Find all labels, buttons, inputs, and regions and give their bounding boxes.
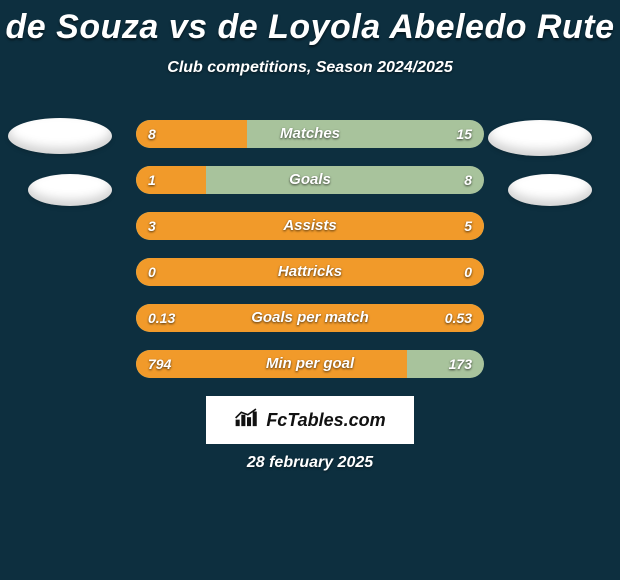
stat-label: Assists (136, 212, 484, 240)
stat-label: Goals per match (136, 304, 484, 332)
stats-panel: 8Matches151Goals83Assists50Hattricks00.1… (136, 120, 484, 396)
stat-value-right: 173 (449, 350, 472, 378)
avatar-placeholder (508, 174, 592, 206)
stat-row: 8Matches15 (136, 120, 484, 148)
stat-value-right: 8 (464, 166, 472, 194)
stat-label: Goals (136, 166, 484, 194)
stat-label: Min per goal (136, 350, 484, 378)
stat-value-right: 0.53 (445, 304, 472, 332)
stat-row: 1Goals8 (136, 166, 484, 194)
stat-value-right: 0 (464, 258, 472, 286)
chart-icon (234, 408, 260, 433)
avatar-placeholder (8, 118, 112, 154)
avatar-placeholder (28, 174, 112, 206)
page-title: de Souza vs de Loyola Abeledo Rute (0, 0, 620, 47)
stat-value-right: 5 (464, 212, 472, 240)
infographic-canvas: de Souza vs de Loyola Abeledo Rute Club … (0, 0, 620, 580)
avatar-placeholder (488, 120, 592, 156)
fctables-logo: FcTables.com (206, 396, 414, 444)
page-subtitle: Club competitions, Season 2024/2025 (0, 59, 620, 77)
logo-text: FcTables.com (266, 410, 385, 431)
stat-value-right: 15 (456, 120, 472, 148)
stat-label: Hattricks (136, 258, 484, 286)
date-label: 28 february 2025 (0, 454, 620, 472)
stat-row: 794Min per goal173 (136, 350, 484, 378)
stat-row: 3Assists5 (136, 212, 484, 240)
stat-row: 0Hattricks0 (136, 258, 484, 286)
stat-label: Matches (136, 120, 484, 148)
stat-row: 0.13Goals per match0.53 (136, 304, 484, 332)
